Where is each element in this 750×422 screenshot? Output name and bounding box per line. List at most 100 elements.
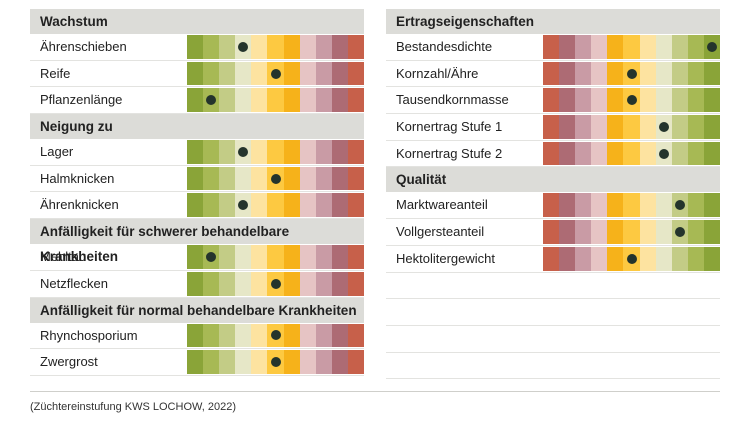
section-header: Ertragseigenschaften xyxy=(386,9,720,34)
rating-row: Pflanzenlänge xyxy=(30,87,365,115)
scale-cell xyxy=(703,61,721,86)
scale-cell xyxy=(575,115,592,139)
scale-cell xyxy=(591,220,608,244)
rating-marker xyxy=(270,173,281,184)
scale-cell xyxy=(543,88,560,113)
rating-scale xyxy=(187,88,365,113)
scale-cell xyxy=(331,193,348,218)
rating-marker xyxy=(626,95,637,106)
section-header: Anfälligkeit für normal behandelbare Kra… xyxy=(30,297,364,323)
scale-cell xyxy=(575,220,592,244)
scale-cell xyxy=(575,61,592,86)
scale-cell xyxy=(299,323,316,348)
scale-cell xyxy=(639,61,656,86)
rating-row: Netzflecken xyxy=(30,271,365,298)
scale-cell xyxy=(299,88,316,113)
scale-cell xyxy=(543,115,560,139)
rating-label: Mehltau xyxy=(40,249,87,265)
scale-cell xyxy=(219,323,236,348)
section-header: Neigung zu xyxy=(30,114,364,140)
scale-cell xyxy=(235,245,252,269)
scale-cell xyxy=(219,140,236,164)
rating-marker xyxy=(658,121,669,132)
scale-cell xyxy=(299,140,316,164)
scale-cell xyxy=(235,271,252,296)
scale-cell xyxy=(543,246,560,271)
rating-label: Netzflecken xyxy=(40,275,108,291)
rating-label: Kornertrag Stufe 2 xyxy=(396,145,503,161)
rating-row: Halmknicken xyxy=(30,166,365,193)
scale-cell xyxy=(315,350,332,374)
scale-cell xyxy=(687,61,704,86)
scale-cell xyxy=(315,35,332,59)
scale-cell xyxy=(347,88,365,113)
scale-cell xyxy=(591,88,608,113)
scale-cell xyxy=(187,61,204,86)
rating-scale xyxy=(543,61,721,86)
scale-cell xyxy=(235,323,252,348)
scale-cell xyxy=(251,350,268,374)
empty-row xyxy=(386,353,720,380)
scale-cell xyxy=(687,141,704,166)
scale-cell xyxy=(299,166,316,191)
rating-label: Ährenschieben xyxy=(40,39,127,54)
scale-cell xyxy=(687,193,704,218)
scale-cell xyxy=(267,88,284,113)
rating-marker xyxy=(674,200,685,211)
scale-cell xyxy=(331,350,348,374)
empty-row xyxy=(386,299,720,326)
scale-cell xyxy=(639,115,656,139)
rating-marker xyxy=(238,41,249,52)
scale-cell xyxy=(203,61,220,86)
scale-cell xyxy=(219,193,236,218)
rating-scale xyxy=(187,193,365,218)
rating-label: Bestandesdichte xyxy=(396,39,493,54)
scale-cell xyxy=(655,61,672,86)
scale-cell xyxy=(299,350,316,374)
scale-cell xyxy=(703,220,721,244)
scale-cell xyxy=(251,35,268,59)
scale-cell xyxy=(607,246,624,271)
scale-cell xyxy=(655,88,672,113)
scale-cell xyxy=(267,245,284,269)
rating-scale xyxy=(543,35,721,59)
scale-cell xyxy=(283,350,300,374)
scale-cell xyxy=(267,140,284,164)
scale-cell xyxy=(331,271,348,296)
scale-cell xyxy=(283,271,300,296)
rating-marker xyxy=(626,68,637,79)
rating-scale xyxy=(187,61,365,86)
scale-cell xyxy=(655,193,672,218)
scale-cell xyxy=(671,35,688,59)
section-header: Anfälligkeit für schwerer behandelbare K… xyxy=(30,219,364,264)
scale-cell xyxy=(559,35,576,59)
rating-row: Vollgersteanteil xyxy=(386,219,721,246)
scale-cell xyxy=(235,350,252,374)
rating-row: Rhynchosporium xyxy=(30,323,365,350)
scale-cell xyxy=(331,166,348,191)
scale-cell xyxy=(251,140,268,164)
section-header: Wachstum xyxy=(30,9,364,34)
rating-label: Ährenknicken xyxy=(40,197,119,213)
rating-scale xyxy=(543,246,721,271)
empty-row xyxy=(386,326,720,353)
scale-cell xyxy=(655,246,672,271)
scale-cell xyxy=(283,140,300,164)
scale-cell xyxy=(639,193,656,218)
scale-cell xyxy=(639,35,656,59)
scale-cell xyxy=(187,193,204,218)
rating-row: Kornertrag Stufe 1 xyxy=(386,114,721,141)
scale-cell xyxy=(607,115,624,139)
scale-cell xyxy=(347,245,365,269)
scale-cell xyxy=(203,166,220,191)
rating-label: Lager xyxy=(40,144,74,160)
rating-row: Marktwareanteil xyxy=(386,192,721,220)
scale-cell xyxy=(575,193,592,218)
scale-cell xyxy=(655,35,672,59)
rating-marker xyxy=(206,95,217,106)
scale-cell xyxy=(543,61,560,86)
scale-cell xyxy=(187,35,204,59)
scale-cell xyxy=(671,88,688,113)
scale-cell xyxy=(203,323,220,348)
scale-cell xyxy=(591,61,608,86)
